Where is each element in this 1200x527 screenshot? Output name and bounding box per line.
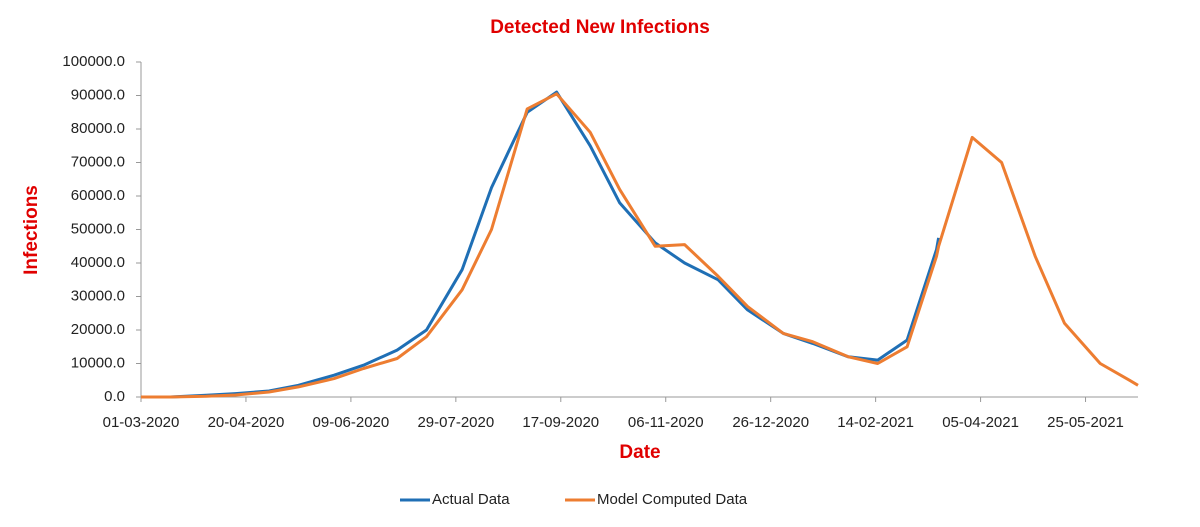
x-tick-label: 06-11-2020 bbox=[628, 414, 704, 431]
x-tick-label: 29-07-2020 bbox=[417, 414, 494, 431]
x-tick-label: 20-04-2020 bbox=[208, 414, 285, 431]
y-tick-label: 90000.0 bbox=[71, 86, 125, 103]
y-tick-label: 70000.0 bbox=[71, 153, 125, 170]
y-axis-label: Infections bbox=[21, 185, 42, 275]
x-tick-label: 05-04-2021 bbox=[942, 414, 1019, 431]
legend-label: Actual Data bbox=[432, 491, 510, 508]
y-tick-label: 0.0 bbox=[104, 388, 125, 405]
y-tick-label: 80000.0 bbox=[71, 120, 125, 137]
y-tick-label: 60000.0 bbox=[71, 187, 125, 204]
x-tick-label: 25-05-2021 bbox=[1047, 414, 1124, 431]
y-tick-label: 100000.0 bbox=[62, 53, 125, 70]
x-tick-label: 17-09-2020 bbox=[522, 414, 599, 431]
x-tick-label: 14-02-2021 bbox=[837, 414, 914, 431]
x-tick-label: 01-03-2020 bbox=[103, 414, 180, 431]
y-tick-label: 50000.0 bbox=[71, 220, 125, 237]
x-tick-label: 09-06-2020 bbox=[313, 414, 390, 431]
series-line bbox=[141, 90, 941, 399]
y-tick-label: 30000.0 bbox=[71, 287, 125, 304]
y-tick-label: 40000.0 bbox=[71, 254, 125, 271]
x-axis-label: Date bbox=[619, 442, 660, 463]
series-line bbox=[141, 92, 1139, 399]
legend-label: Model Computed Data bbox=[597, 491, 748, 508]
y-tick-label: 10000.0 bbox=[71, 354, 125, 371]
chart-title: Detected New Infections bbox=[490, 17, 710, 38]
x-tick-label: 26-12-2020 bbox=[732, 414, 809, 431]
y-tick-label: 20000.0 bbox=[71, 321, 125, 338]
